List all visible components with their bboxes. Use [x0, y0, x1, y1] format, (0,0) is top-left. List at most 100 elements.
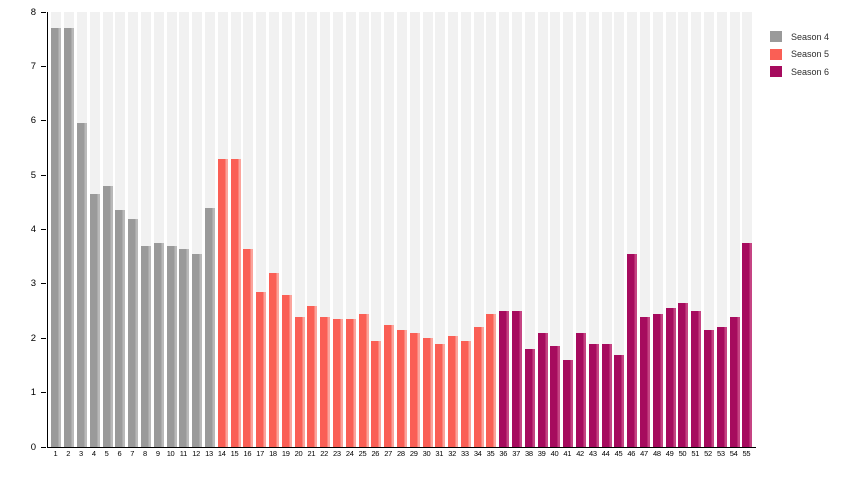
bar-slot [651, 12, 664, 447]
bar-slot [421, 12, 434, 447]
bar-slot [523, 12, 536, 447]
x-tick-label: 17 [256, 449, 265, 458]
bar-background-track [243, 12, 254, 447]
bar-slot [383, 12, 396, 447]
y-tick-label: 2 [30, 332, 36, 344]
bar-episode-46 [627, 253, 638, 447]
x-tick-label: 33 [461, 449, 469, 458]
bar-episode-11 [179, 248, 190, 447]
x-tick-label: 27 [384, 449, 392, 458]
bar-slot [165, 12, 178, 447]
x-tick-label: 41 [563, 449, 572, 458]
bar-episode-25 [358, 313, 369, 447]
bar-episode-7 [128, 218, 139, 447]
bar-background-track [601, 12, 612, 447]
bar-episode-6 [115, 210, 126, 447]
bar-episode-30 [422, 338, 433, 447]
bar-episode-37 [512, 311, 523, 447]
bar-episode-50 [678, 302, 689, 447]
bar-slot [114, 12, 127, 447]
season-6-swatch-icon [770, 66, 782, 77]
plot-area [47, 12, 756, 448]
bar-slot [498, 12, 511, 447]
bar-slot [511, 12, 524, 447]
bar-slot [229, 12, 242, 447]
bar-background-track [307, 12, 318, 447]
legend-item-season-4: Season 4 [770, 31, 829, 42]
bar-episode-54 [729, 316, 740, 447]
y-tick-label: 5 [30, 169, 36, 181]
bar-episode-47 [640, 316, 651, 447]
bar-episode-36 [499, 311, 510, 447]
bar-slot [178, 12, 191, 447]
legend-item-season-6: Season 6 [770, 66, 829, 77]
x-tick-label: 2 [66, 449, 71, 458]
bar-slot [101, 12, 114, 447]
bar-background-track [627, 12, 638, 447]
bar-episode-2 [64, 28, 75, 447]
bar-background-track [486, 12, 497, 447]
bar-slot [447, 12, 460, 447]
x-tick-label: 21 [307, 449, 316, 458]
bar-slot [626, 12, 639, 447]
legend-label: Season 5 [791, 49, 830, 59]
bar-episode-39 [537, 332, 548, 447]
x-tick-label: 52 [704, 449, 712, 458]
bar-episode-22 [320, 316, 331, 447]
bar-episode-26 [371, 340, 382, 447]
x-tick-label: 54 [729, 449, 738, 458]
bar-background-track [563, 12, 574, 447]
x-tick-label: 37 [512, 449, 520, 458]
bar-background-track [140, 12, 151, 447]
x-tick-label: 49 [665, 449, 674, 458]
bar-episode-17 [256, 292, 267, 447]
bar-slot [536, 12, 549, 447]
x-tick-label: 48 [652, 449, 661, 458]
x-tick-label: 35 [486, 449, 495, 458]
bar-episode-21 [307, 305, 318, 447]
bar-slot [344, 12, 357, 447]
bar-background-track [588, 12, 599, 447]
bar-episode-16 [243, 248, 254, 447]
y-tick-mark [41, 229, 46, 230]
bar-slot [88, 12, 101, 447]
bar-background-track [512, 12, 523, 447]
bar-slot [690, 12, 703, 447]
bar-background-track [652, 12, 663, 447]
bar-background-track [409, 12, 420, 447]
legend-item-season-5: Season 5 [770, 48, 830, 60]
x-tick-label: 1 [53, 449, 58, 458]
bar-slot [549, 12, 562, 447]
x-tick-label: 39 [537, 449, 546, 458]
bar-episode-1 [51, 28, 62, 447]
bar-slot [357, 12, 370, 447]
bar-background-track [691, 12, 702, 447]
x-tick-label: 3 [79, 449, 83, 458]
y-tick-label: 4 [30, 224, 36, 235]
bar-background-track [614, 12, 625, 447]
bar-episode-28 [396, 330, 407, 447]
y-tick-label: 1 [30, 387, 36, 399]
x-tick-label: 42 [576, 449, 584, 458]
x-tick-label: 28 [397, 449, 405, 458]
bar-background-track [576, 12, 587, 447]
x-tick-label: 30 [422, 449, 431, 458]
bar-background-track [640, 12, 651, 447]
bar-slot [319, 12, 332, 447]
bar-slot [396, 12, 409, 447]
bar-background-track [742, 12, 753, 447]
bar-episode-18 [268, 273, 279, 447]
bar-episode-9 [153, 243, 164, 447]
bar-slot [191, 12, 204, 447]
x-tick-label: 53 [716, 449, 725, 458]
bar-slot [216, 12, 229, 447]
y-tick-mark [41, 11, 46, 13]
x-tick-label: 44 [601, 449, 610, 458]
bar-slot [408, 12, 421, 447]
legend: Season 4 Season 5 Season 6 [770, 31, 829, 84]
bar-slot [306, 12, 319, 447]
y-tick-mark [41, 446, 46, 448]
bar-background-track [179, 12, 190, 447]
bar-background-track [256, 12, 267, 447]
